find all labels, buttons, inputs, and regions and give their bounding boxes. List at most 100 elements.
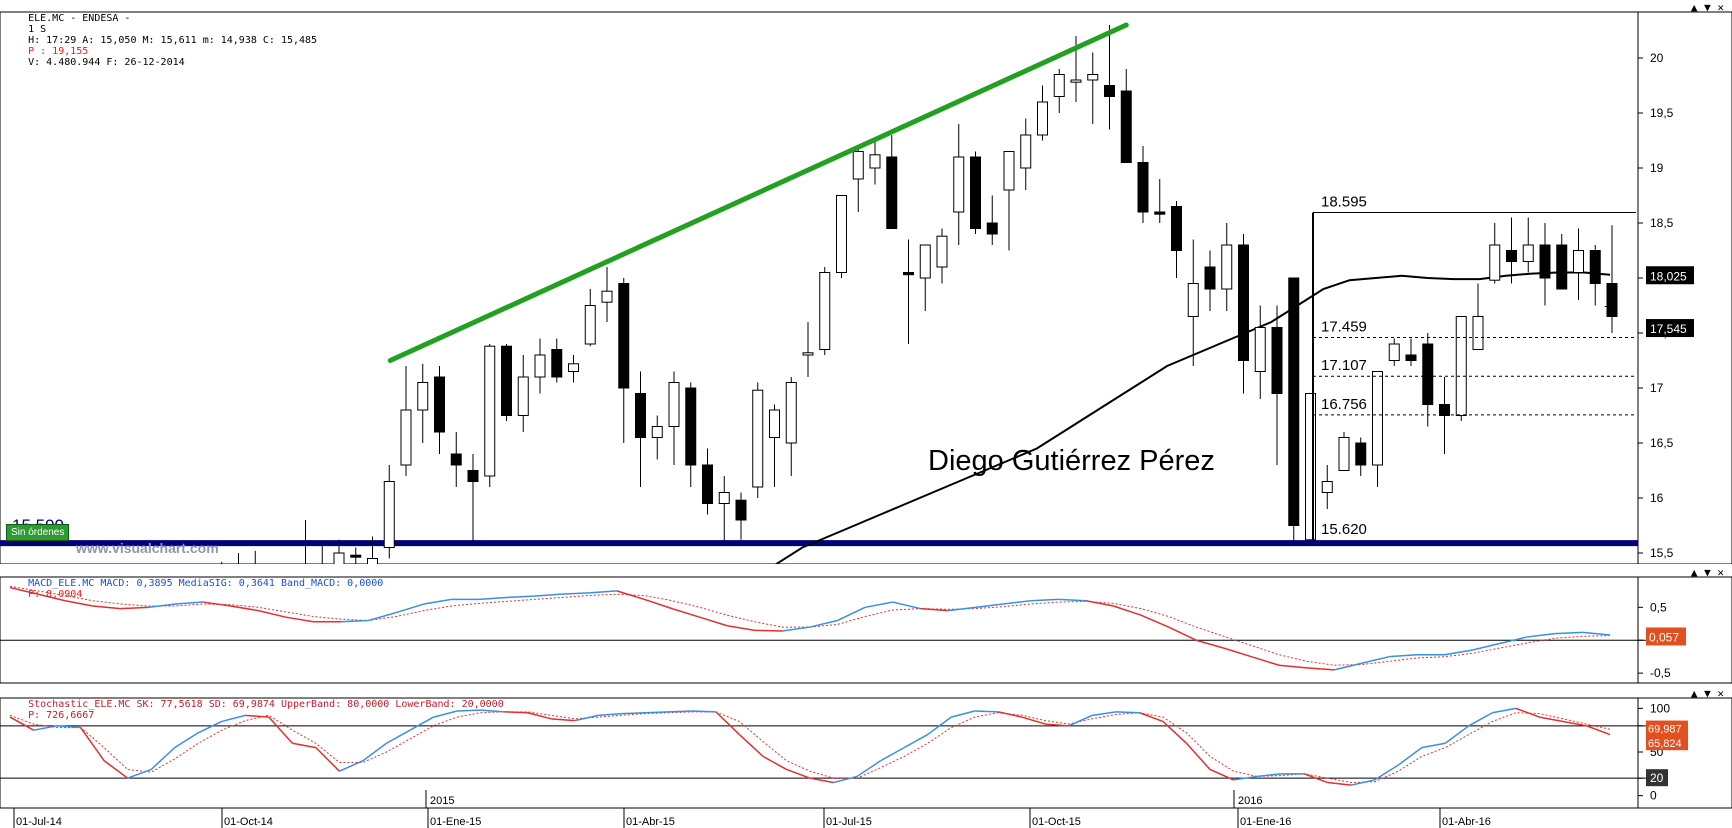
candle-body (1070, 79, 1082, 83)
moving-average-line (774, 271, 1611, 564)
macd-line-segment (1085, 600, 1114, 607)
sk-line-segment (433, 710, 458, 718)
candle-body (785, 382, 797, 444)
candle-body (1472, 316, 1484, 350)
macd-line-segment (809, 619, 838, 628)
macd-line-segment (699, 616, 728, 627)
sk-line-segment (57, 725, 81, 729)
author-annotation: Diego Gutiérrez Pérez (928, 445, 1215, 477)
candle-body (1405, 354, 1417, 361)
sk-line-segment (480, 709, 505, 713)
sk-line-segment (127, 768, 152, 779)
sk-line-segment (1351, 779, 1375, 786)
macd-line-segment (561, 592, 590, 595)
candle-body (869, 154, 881, 169)
macd-line-segment (175, 601, 204, 605)
sd-value-tag (1646, 720, 1688, 736)
price-tag-label: 18,025 (1650, 269, 1687, 283)
watermark: www.visualchart.com (76, 540, 219, 556)
y-tick-label: 17 (1650, 381, 1664, 395)
fib-level-label: 18.595 (1321, 194, 1367, 211)
sk-line-segment (738, 733, 764, 757)
sk-line-segment (1068, 714, 1093, 727)
lower-band-label: 20 (1650, 771, 1664, 785)
sk-line-segment (103, 760, 129, 779)
price-panel-controls[interactable]: ▲ ▼ ✕ (1690, 1, 1724, 14)
macd-header: MACD_ELE.MC MACD: 0,3895 MediaSIG: 0,364… (4, 567, 383, 611)
price-tag-label: 17,545 (1650, 322, 1687, 336)
candle-body (1388, 343, 1400, 361)
sk-line-segment (645, 711, 669, 714)
macd-line-segment (258, 609, 287, 618)
macd-line-segment (1333, 662, 1362, 671)
candle-body (1506, 250, 1517, 262)
macd-line-segment (1168, 626, 1197, 641)
macd-line-segment (65, 600, 93, 607)
sk-line-segment (221, 714, 246, 723)
macd-line-segment (423, 598, 452, 605)
candle-body (1254, 327, 1266, 372)
stoch-header-text: Stochastic_ELE.MC SK: 77,5618 SD: 69,987… (28, 699, 504, 710)
candle-body (1556, 244, 1568, 290)
sk-line-segment (339, 760, 364, 772)
sk-line-segment (315, 747, 340, 772)
macd-line-segment (1003, 599, 1031, 605)
candle-body (802, 352, 814, 356)
sk-line-segment (1115, 711, 1140, 714)
sk-line-segment (1327, 781, 1352, 786)
macd-line-segment (285, 616, 314, 623)
candle-body (1455, 316, 1467, 416)
macd-line-segment (340, 619, 369, 623)
candle-body (417, 382, 429, 411)
header-bar: ELE.MC - ENDESA - 1 S H: 17:29 A: 15,050… (4, 2, 317, 79)
sk-line-segment (79, 727, 105, 762)
candle-body (1422, 343, 1434, 405)
sk-line-segment (1468, 712, 1493, 727)
resistance-trendline (387, 22, 1129, 363)
candle-body (1187, 283, 1199, 317)
stochastic-panel: Stochastic_ELE.MC SK: 77,5618 SD: 69,987… (0, 686, 1732, 828)
sk-line-segment (245, 714, 269, 718)
macd-line-segment (1058, 598, 1086, 602)
macd-line-segment (1140, 614, 1169, 628)
candle-body (601, 290, 613, 303)
candle-body (434, 376, 445, 433)
candle-body (752, 389, 764, 488)
y-tick-label: 19 (1650, 161, 1664, 175)
macd-line-segment (671, 607, 700, 618)
candle-body (1020, 134, 1032, 169)
orders-badge[interactable]: Sin órdenes (6, 524, 70, 541)
macd-line-segment (1030, 598, 1059, 602)
macd-line-segment (589, 590, 617, 594)
x-tick-label: 01-Ene-15 (430, 816, 481, 828)
macd-line-segment (1196, 639, 1224, 649)
header-values: H: 17:29 A: 15,050 M: 15,611 m: 14,938 C… (28, 35, 318, 46)
candle-body (467, 470, 479, 482)
header-values-2: V: 4.480.944 F: 26-12-2014 (28, 57, 185, 68)
sk-line-segment (1562, 720, 1587, 727)
candle-body (1104, 85, 1115, 97)
candle-body (718, 492, 730, 504)
sk-line-segment (551, 718, 575, 722)
fib-level-label: 17.107 (1321, 357, 1367, 374)
sd-value-label: 69,987 (1648, 724, 1682, 736)
candle-body (919, 244, 931, 279)
sk-line-segment (668, 710, 693, 713)
candle-body (501, 345, 512, 417)
macd-line-segment (534, 593, 562, 597)
candle-body (618, 283, 630, 389)
stoch-header-p: P: 726,6667 (28, 710, 95, 721)
macd-line-segment (1389, 653, 1417, 658)
fib-level-label: 15.620 (1321, 521, 1367, 538)
candle-body (852, 151, 864, 180)
x-tick-label: 01-Abr-15 (626, 816, 675, 828)
macd-line-segment (1223, 647, 1252, 658)
candle-body (668, 382, 680, 427)
sk-line-segment (1233, 775, 1258, 781)
stoch-panel-controls[interactable]: ▲ ▼ ✕ (1690, 687, 1724, 700)
x-tick-label: 01-Jul-15 (826, 816, 872, 828)
macd-panel-controls[interactable]: ▲ ▼ ✕ (1690, 566, 1724, 579)
panel-frame (0, 576, 1732, 684)
macd-line-segment (395, 603, 425, 614)
sk-line-segment (715, 711, 740, 736)
